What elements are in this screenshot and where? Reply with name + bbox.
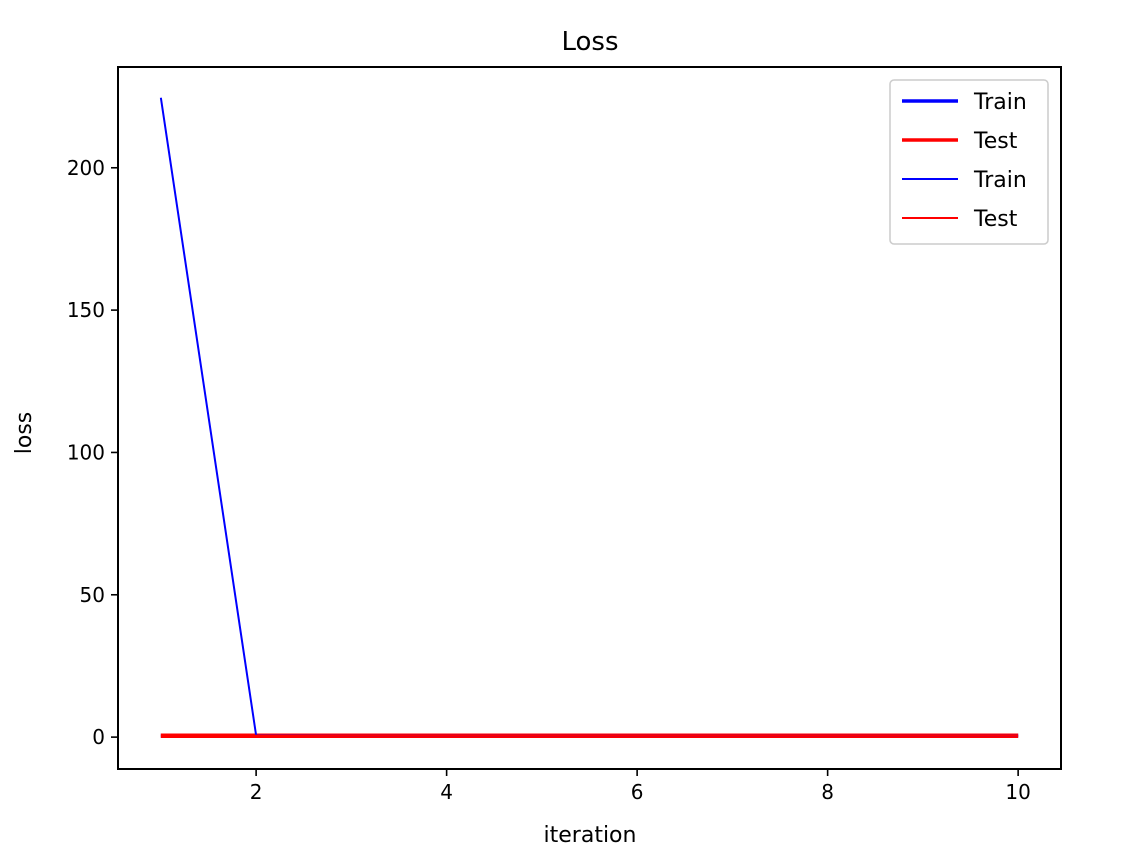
y-tick-label: 50 bbox=[80, 583, 105, 607]
legend-box bbox=[889, 79, 1049, 245]
x-tick-label: 8 bbox=[821, 780, 834, 804]
y-tick-label: 200 bbox=[67, 156, 105, 180]
x-tick-label: 10 bbox=[1005, 780, 1030, 804]
x-tick-label: 2 bbox=[250, 780, 263, 804]
x-tick-label: 4 bbox=[440, 780, 453, 804]
legend-label: Train bbox=[973, 90, 1027, 115]
y-axis-label: loss bbox=[12, 412, 37, 455]
legend: Train Test Train Test bbox=[889, 79, 1049, 245]
y-tick-label: 0 bbox=[92, 725, 105, 749]
y-tick-label: 100 bbox=[67, 440, 105, 464]
plot-area bbox=[159, 97, 1019, 738]
chart-title: Loss bbox=[561, 27, 618, 57]
y-tick-label: 150 bbox=[67, 298, 105, 322]
legend-label: Train bbox=[973, 168, 1027, 193]
legend-label: Test bbox=[973, 207, 1018, 232]
x-axis-label: iteration bbox=[544, 823, 637, 848]
axes-frame bbox=[117, 66, 1062, 770]
x-tick-label: 6 bbox=[631, 780, 644, 804]
legend-label: Test bbox=[973, 129, 1018, 154]
